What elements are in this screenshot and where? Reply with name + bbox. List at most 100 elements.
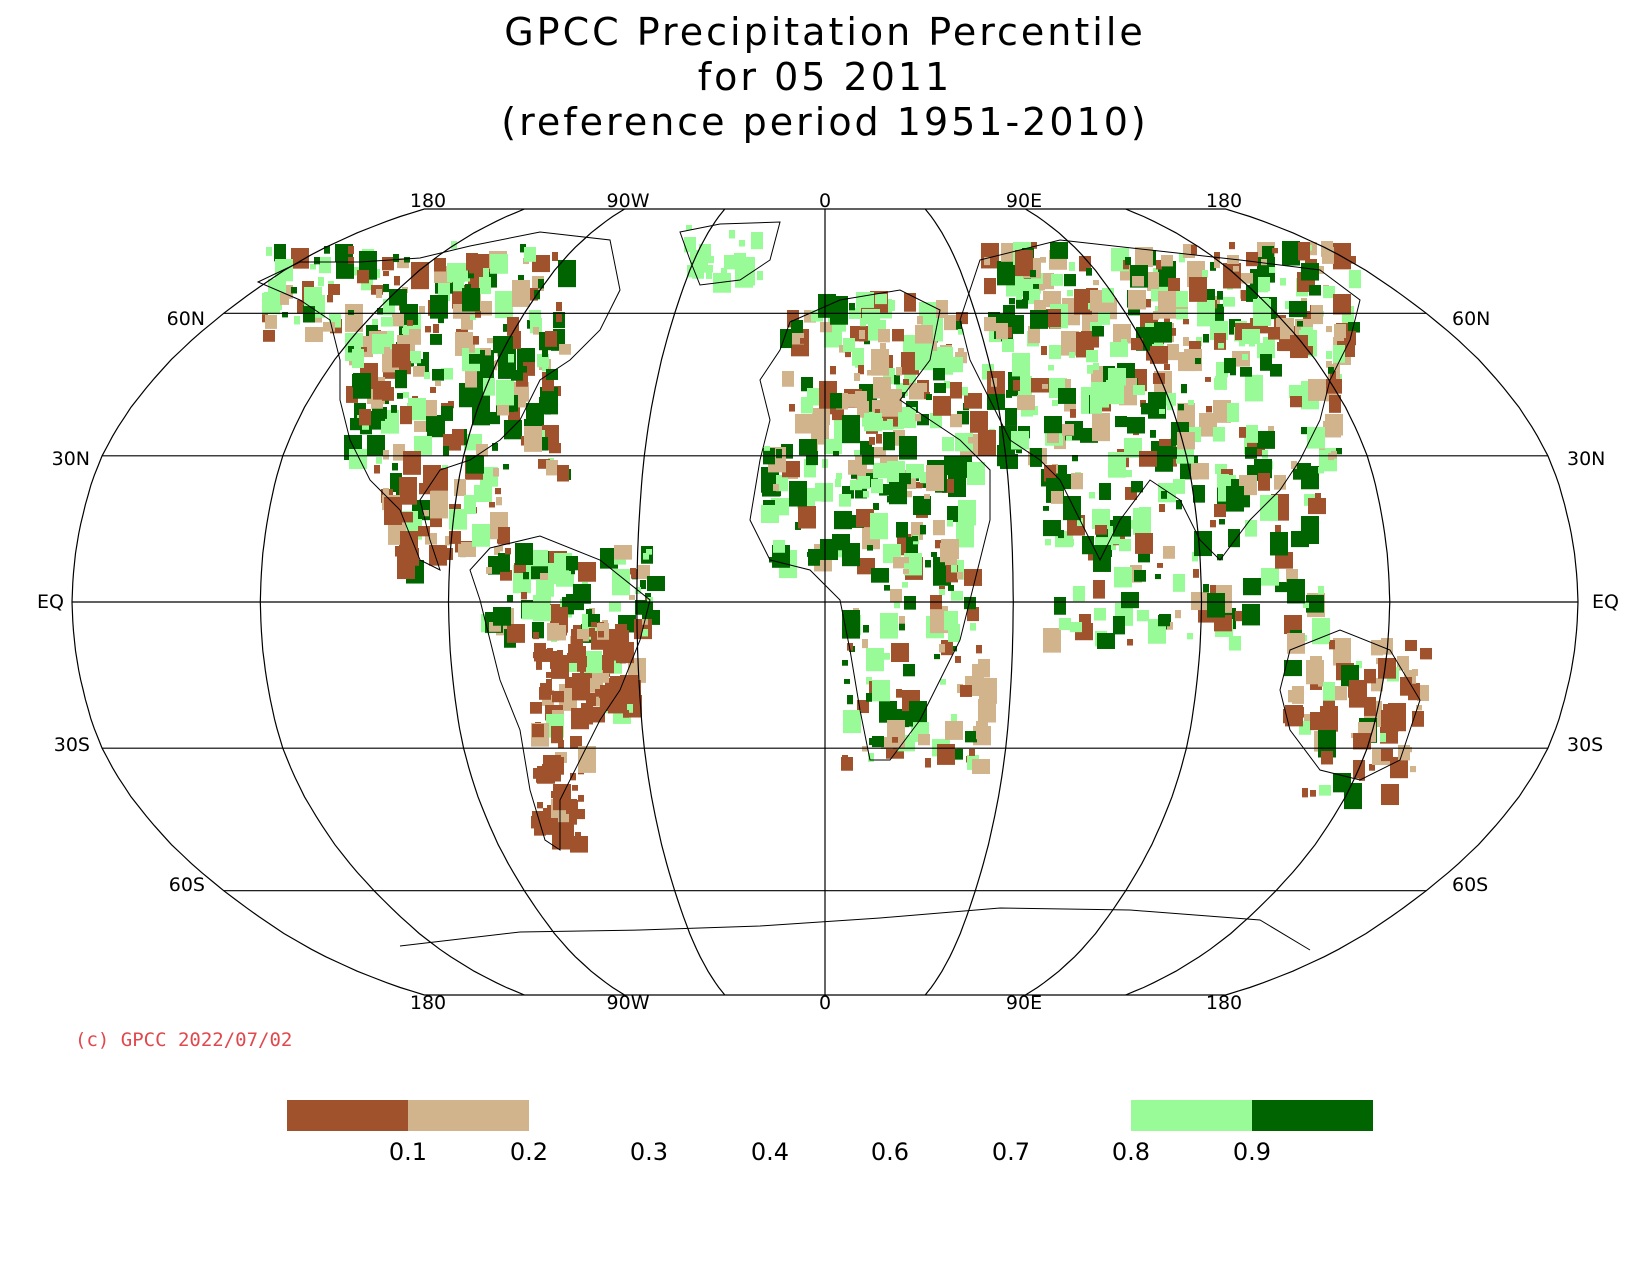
patch-very-dry (556, 302, 562, 312)
patch-very-dry (551, 726, 563, 744)
patch-wet (376, 457, 382, 464)
patch-very-wet (931, 552, 937, 557)
patch-wet (757, 271, 763, 281)
patch-wet (951, 714, 957, 724)
patch-very-dry (1031, 378, 1049, 393)
patch-wet (1269, 267, 1275, 273)
patch-very-wet (789, 481, 807, 507)
patch-wet (1227, 403, 1239, 423)
patch-dry (1214, 259, 1220, 269)
patch-very-wet (1195, 358, 1201, 365)
patch-very-wet (1306, 595, 1324, 613)
patch-wet (843, 338, 855, 353)
patch-very-wet (393, 254, 399, 263)
patch-very-dry (475, 311, 481, 318)
patch-wet (643, 553, 649, 560)
patch-dry (1051, 491, 1063, 504)
patch-wet (266, 247, 272, 256)
patch-wet (381, 317, 393, 327)
patch-dry (976, 721, 988, 740)
patch-very-wet (863, 625, 869, 633)
patch-very-wet (1257, 431, 1275, 449)
patch-wet (866, 648, 884, 672)
lat-label-left-30n: 30N (52, 448, 90, 470)
patch-dry (968, 437, 974, 444)
patch-very-dry (550, 653, 562, 669)
patch-very-wet (889, 482, 907, 505)
patch-wet (1318, 467, 1324, 474)
patch-dry (489, 622, 501, 632)
patch-very-dry (384, 497, 402, 525)
patch-very-wet (423, 352, 429, 361)
patch-wet (1069, 262, 1075, 271)
patch-dry (559, 344, 571, 355)
patch-wet (1229, 636, 1241, 651)
patch-very-wet (879, 701, 897, 723)
patch-very-dry (400, 531, 418, 558)
longitude-labels-top: 180 90W 0 90E 180 (410, 190, 1242, 212)
patch-dry (926, 465, 944, 492)
patch-very-wet (883, 432, 895, 451)
patch-wet (880, 613, 898, 639)
patch-very-dry (1284, 615, 1302, 635)
patches-australia (1283, 630, 1432, 810)
patch-very-dry (976, 645, 982, 654)
patch-dry (497, 546, 503, 552)
patch-very-dry (1277, 342, 1283, 351)
patch-dry (945, 550, 957, 566)
patch-very-dry (575, 832, 581, 840)
patch-very-wet (879, 484, 891, 496)
patch-very-dry (561, 615, 567, 621)
patch-very-dry (434, 258, 446, 272)
patch-dry (899, 616, 905, 624)
patch-wet (870, 513, 888, 540)
patch-dry (1333, 638, 1351, 666)
patch-very-dry (383, 271, 389, 277)
patch-very-dry (425, 326, 431, 333)
patch-very-wet (430, 334, 442, 345)
patch-dry (383, 488, 389, 497)
patch-very-dry (610, 695, 616, 702)
patch-very-dry (1095, 525, 1107, 535)
patch-very-dry (782, 461, 800, 478)
patch-dry (524, 426, 542, 452)
lon-label-top-0: 0 (819, 190, 831, 212)
patch-very-dry (1015, 250, 1033, 277)
patch-wet (508, 354, 514, 363)
patch-wet (751, 232, 763, 250)
patch-very-wet (866, 693, 872, 702)
patch-very-wet (353, 373, 371, 399)
patch-very-dry (1307, 346, 1313, 355)
patch-dry (1043, 291, 1061, 308)
patch-very-wet (493, 607, 511, 626)
patch-very-wet (367, 435, 385, 457)
meridian-4 (924, 208, 1014, 996)
patch-dry (485, 348, 491, 356)
patch-very-dry (1246, 252, 1258, 267)
meridian-0 (259, 208, 525, 996)
patch-dry (1191, 463, 1209, 480)
patch-very-dry (291, 248, 309, 269)
patch-very-dry (1383, 704, 1389, 711)
patches-alaska-canada (262, 241, 576, 345)
patch-very-dry (578, 562, 596, 582)
patch-wet (537, 354, 549, 368)
patch-dry (540, 573, 552, 585)
patch-wet (1349, 270, 1361, 289)
patch-very-wet (896, 522, 908, 538)
patch-very-dry (570, 836, 588, 853)
patch-very-dry (1381, 784, 1399, 806)
patch-very-dry (1310, 712, 1328, 731)
patch-very-wet (1203, 584, 1209, 593)
patch-very-wet (314, 257, 320, 265)
patch-dry (1107, 304, 1113, 311)
patch-dry (425, 400, 437, 417)
patch-very-dry (1298, 242, 1310, 261)
patch-very-dry (1353, 733, 1371, 750)
patch-wet (1032, 406, 1038, 416)
lon-label-bottom-180e: 180 (1206, 992, 1242, 1014)
patch-wet (1069, 352, 1075, 358)
patch-very-dry (964, 569, 982, 586)
patch-very-wet (520, 244, 526, 253)
patch-very-dry (1164, 316, 1170, 326)
